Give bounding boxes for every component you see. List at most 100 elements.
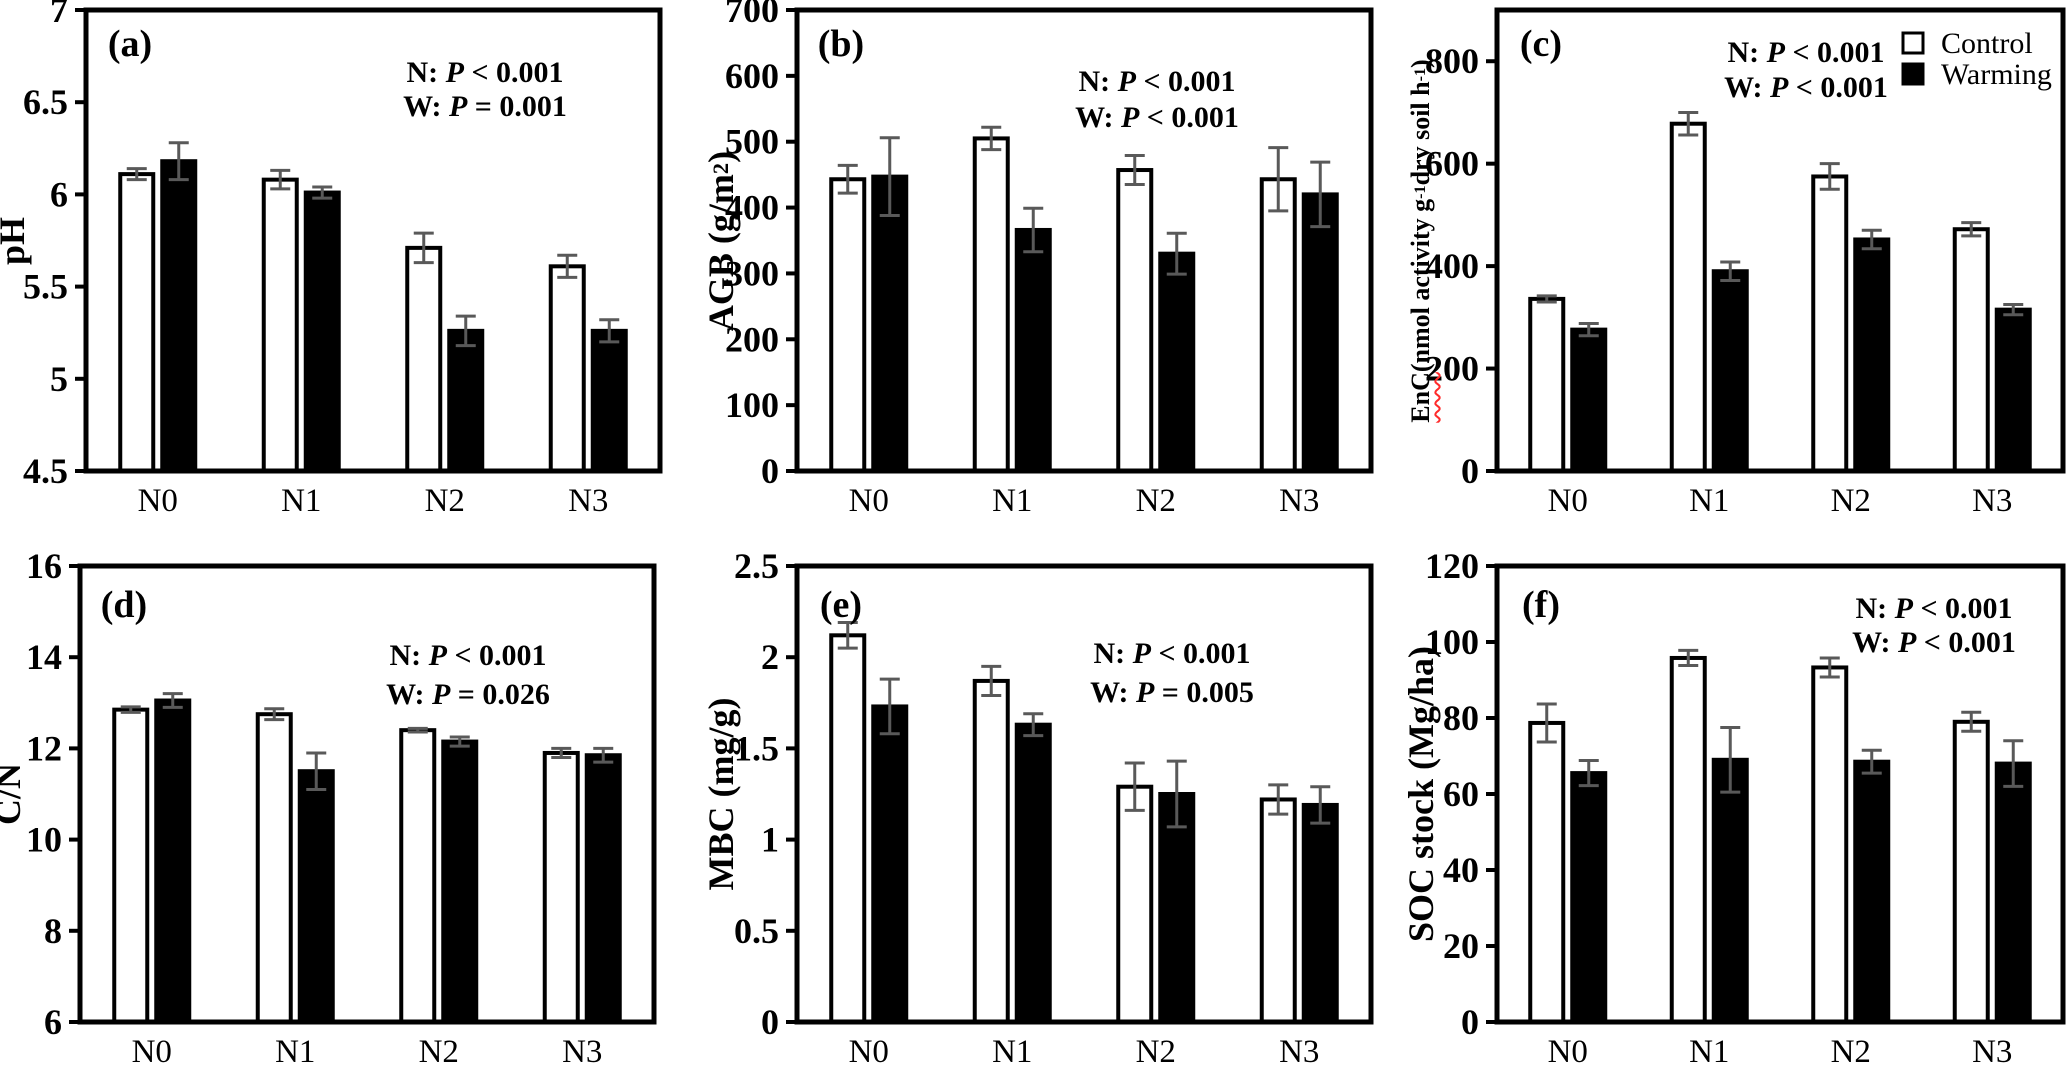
- y-tick-label: 100: [1425, 622, 1479, 662]
- bar-warming-n1: [297, 769, 335, 1025]
- y-tick-label: 60: [1443, 774, 1479, 814]
- bar-warming-n1: [1014, 722, 1052, 1024]
- y-tick-label: 10: [26, 820, 62, 860]
- y-tick-label: 200: [1425, 349, 1479, 389]
- error-bar: [312, 185, 333, 200]
- y-axis-title-segment: SOC stock (Mg/ha): [1401, 646, 1441, 942]
- x-category-label: N1: [1689, 1034, 1729, 1067]
- bar-warming-n3: [1301, 192, 1339, 473]
- panel-b: 0 100 200 300 400 500 600 700 N0 N1 N2 N3 (b) N: P < …: [725, 0, 1374, 519]
- y-tick-label: 5.5: [23, 267, 68, 307]
- panel-letter: (a): [108, 23, 152, 65]
- bar-control-n2: [399, 728, 437, 1024]
- plot-border: [77, 563, 657, 1025]
- error-bar: [1536, 702, 1557, 744]
- bar-control-n3: [1952, 719, 1990, 1024]
- y-tick-label: 16: [26, 546, 62, 586]
- y-tick-label: 300: [725, 253, 779, 293]
- y-axis-title-segment: (nmol activity g: [1406, 198, 1435, 372]
- y-tick-label: 80: [1443, 698, 1479, 738]
- x-category-label: N0: [849, 1034, 889, 1067]
- x-category-label: N1: [275, 1034, 315, 1067]
- y-axis-title-segment: MBC (mg/g): [701, 697, 741, 891]
- y-tick-label: 8: [44, 911, 62, 951]
- y-tick-label: 700: [725, 0, 779, 30]
- error-bar: [1166, 231, 1187, 276]
- error-bar: [407, 726, 428, 734]
- anova-annotation-w: W: P = 0.001: [403, 90, 567, 123]
- y-tick-label: 500: [725, 122, 779, 162]
- x-category-label: N0: [1548, 483, 1588, 519]
- x-category-label: N2: [419, 1034, 459, 1067]
- error-bar: [557, 253, 578, 279]
- y-axis-title-segment: ): [701, 150, 741, 163]
- bar-warming-n3: [1994, 761, 2032, 1024]
- bar-control-n1: [972, 136, 1010, 474]
- error-bar: [1124, 154, 1145, 187]
- error-bar: [455, 314, 476, 348]
- bar-warming-n1: [1711, 269, 1749, 473]
- panel-e: 0 0.5 1 1.5 2 2.5 N0 N1 N2 N3 (e) N: P < 0.001 W: P …: [734, 546, 1374, 1067]
- error-bar: [120, 705, 141, 714]
- plot-border: [83, 7, 663, 474]
- y-tick-label: 0: [761, 1002, 779, 1042]
- x-category-label: N3: [562, 1034, 602, 1067]
- y-tick-label: 0: [1461, 1002, 1479, 1042]
- bar-control-n3: [548, 264, 586, 474]
- y-tick-label: 14: [26, 637, 62, 677]
- bar-warming-n0: [160, 159, 198, 473]
- bar-warming-n1: [1014, 227, 1052, 473]
- y-tick-label: 20: [1443, 926, 1479, 966]
- x-category-label: N1: [281, 483, 321, 519]
- error-bar: [126, 167, 147, 182]
- error-bar: [1819, 162, 1840, 191]
- x-category-label: N3: [568, 483, 608, 519]
- error-bar: [1536, 294, 1557, 304]
- error-bar: [1961, 221, 1982, 238]
- x-category-label: N3: [1279, 483, 1319, 519]
- x-category-label: N1: [992, 483, 1032, 519]
- error-bar: [2003, 303, 2024, 317]
- anova-annotation-n: N: P < 0.001: [389, 639, 546, 672]
- y-axis-title-segment: pH: [0, 216, 32, 265]
- bar-warming-n2: [1853, 237, 1891, 473]
- error-bar: [1720, 726, 1741, 794]
- bar-warming-n0: [871, 704, 909, 1024]
- y-tick-label: 600: [725, 56, 779, 96]
- bar-warming-n3: [590, 328, 628, 473]
- error-bar: [270, 168, 291, 191]
- legend-marker-control-icon: [1901, 31, 1925, 55]
- x-category-label: N3: [1972, 483, 2012, 519]
- error-bar: [264, 707, 285, 722]
- panel-letter: (d): [101, 584, 147, 626]
- x-category-label: N2: [1831, 483, 1871, 519]
- anova-annotation-n: N: P < 0.001: [1855, 592, 2012, 625]
- x-category-label: N3: [1972, 1034, 2012, 1067]
- error-bar: [1578, 321, 1599, 338]
- error-bar: [837, 621, 858, 650]
- x-category-label: N1: [992, 1034, 1032, 1067]
- bar-control-n2: [1116, 168, 1154, 473]
- y-tick-label: 120: [1425, 546, 1479, 586]
- y-tick-label: 6: [44, 1002, 62, 1042]
- x-category-label: N3: [1279, 1034, 1319, 1067]
- bar-control-n0: [112, 707, 150, 1024]
- bar-warming-n0: [1570, 327, 1608, 474]
- plot-border: [1494, 563, 2066, 1025]
- y-axis-title-b: AGB (g/m 2): [701, 150, 741, 331]
- y-tick-label: 200: [725, 319, 779, 359]
- bar-control-n0: [1528, 720, 1566, 1024]
- y-tick-label: 100: [725, 385, 779, 425]
- y-axis-title-segment: EnC: [1406, 371, 1435, 423]
- anova-annotation-n: N: P < 0.001: [406, 56, 563, 89]
- y-tick-label: 6: [50, 174, 68, 214]
- y-tick-label: 0: [761, 451, 779, 491]
- anova-annotation-w: W: P = 0.026: [386, 678, 550, 711]
- y-tick-label: 600: [1425, 144, 1479, 184]
- error-bar: [1578, 759, 1599, 788]
- y-tick-label: 4.5: [23, 451, 68, 491]
- y-tick-label: 800: [1425, 41, 1479, 81]
- x-category-label: N0: [849, 483, 889, 519]
- bar-control-n0: [1528, 296, 1566, 474]
